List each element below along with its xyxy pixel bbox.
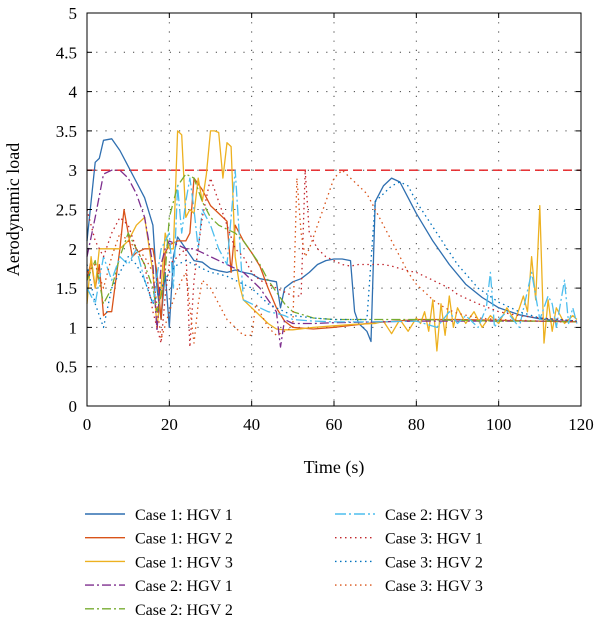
x-tick-label: 0	[83, 415, 92, 434]
legend-label-4: Case 2: HGV 1	[135, 578, 233, 595]
y-tick-label: 3.5	[56, 122, 77, 141]
legend-label-9: Case 3: HGV 3	[385, 578, 483, 595]
x-tick-label: 100	[486, 415, 512, 434]
legend-label-2: Case 1: HGV 2	[135, 531, 233, 548]
x-axis-ticks: 0 20 40 60 80 100 120	[83, 13, 594, 434]
y-axis-label: Aerodynamic load	[3, 143, 23, 276]
series-line-7	[86, 169, 577, 348]
y-axis-ticks: 0 0.5 1 1.5 2 2.5 3 3.5 4 4.5 5	[56, 4, 581, 416]
series-line-4	[86, 169, 577, 348]
x-tick-label: 20	[161, 415, 178, 434]
plot-area	[86, 130, 578, 352]
y-tick-label: 5	[69, 4, 78, 23]
y-tick-label: 3	[69, 161, 78, 180]
y-tick-label: 4	[69, 83, 78, 102]
x-tick-label: 120	[568, 415, 594, 434]
x-tick-label: 60	[326, 415, 343, 434]
series-line-2	[86, 177, 577, 330]
y-tick-label: 4.5	[56, 43, 77, 62]
series-line-1	[86, 138, 577, 343]
series-line-8	[86, 181, 577, 329]
legend-label-6: Case 2: HGV 3	[385, 507, 483, 524]
y-tick-label: 0	[69, 397, 78, 416]
series-line-6	[86, 169, 578, 329]
legend: Case 1: HGV 1 Case 1: HGV 2 Case 1: HGV 3 C…	[85, 507, 483, 619]
legend-label-7: Case 3: HGV 1	[385, 531, 483, 548]
x-tick-label: 80	[408, 415, 425, 434]
y-tick-label: 1	[69, 318, 78, 337]
legend-label-5: Case 2: HGV 2	[135, 602, 233, 619]
x-axis-label: Time (s)	[304, 457, 365, 478]
legend-label-3: Case 1: HGV 3	[135, 554, 233, 571]
y-tick-label: 2.5	[56, 201, 77, 220]
grid-lines	[87, 13, 581, 406]
x-tick-label: 40	[243, 415, 260, 434]
y-tick-label: 0.5	[56, 358, 77, 377]
legend-label-1: Case 1: HGV 1	[135, 507, 233, 524]
y-tick-label: 2	[69, 240, 78, 259]
legend-label-8: Case 3: HGV 2	[385, 554, 483, 571]
y-tick-label: 1.5	[56, 279, 77, 298]
